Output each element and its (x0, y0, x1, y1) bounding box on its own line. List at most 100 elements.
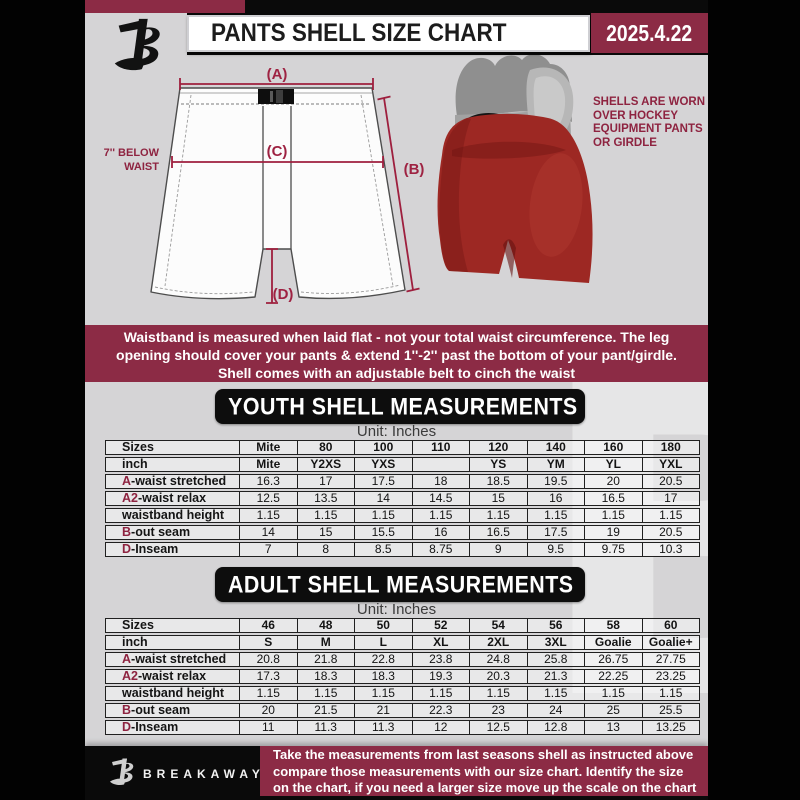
row-label-prefix: D (122, 542, 132, 556)
table-cell: 7 (240, 542, 298, 557)
table-cell: 1.15 (642, 508, 700, 523)
row-label: waistband height (105, 508, 240, 523)
info-banner: Waistband is measured when laid flat - n… (85, 325, 708, 382)
table-cell: 50 (355, 618, 413, 633)
table-cell: 19.5 (527, 474, 585, 489)
footer: BREAKAWAY Take the measurements from las… (85, 746, 708, 800)
table-cell: 19.3 (412, 669, 470, 684)
section-banner-youth-text: YOUTH SHELL MEASUREMENTS (228, 392, 578, 420)
table-cell: 21 (355, 703, 413, 718)
table-cell: 48 (297, 618, 355, 633)
row-label-prefix: D (122, 720, 132, 734)
table-cell: 1.15 (585, 686, 643, 701)
table-cell: YXS (355, 457, 413, 472)
header-accent-strip (85, 0, 245, 13)
table-cell: 10.3 (642, 542, 700, 557)
table-cell: 15 (470, 491, 528, 506)
table-cell: 140 (527, 440, 585, 455)
table-cell: YL (585, 457, 643, 472)
measure-label-b: (B) (404, 161, 425, 178)
table-row: B-out seam 14 15 15.5 16 16.5 17.5 19 20.5 (105, 525, 700, 540)
table-cell: M (297, 635, 355, 650)
table-cell: 15 (297, 525, 355, 540)
row-label-prefix: A2 (122, 491, 138, 505)
row-label: Sizes (105, 440, 240, 455)
table-cell: 25.5 (642, 703, 700, 718)
table-cell (412, 457, 470, 472)
table-row: A-waist stretched 16.3 17 17.5 18 18.5 19.5 20 2… (105, 474, 700, 489)
table-row: A2-waist relax 12.5 13.5 14 14.5 15 16 16.5 17 (105, 491, 700, 506)
info-banner-line: Shell comes with an adjustable belt to c… (217, 365, 576, 381)
table-cell: 14 (355, 491, 413, 506)
table-cell: XL (412, 635, 470, 650)
table-cell: 11.3 (297, 720, 355, 735)
table-cell: 20 (585, 474, 643, 489)
row-label-prefix: A (122, 652, 132, 666)
shorts-outline (150, 87, 406, 300)
table-cell: 60 (642, 618, 700, 633)
table-cell: YM (527, 457, 585, 472)
footer-note: Take the measurements from last seasons … (260, 746, 708, 796)
table-cell: 16 (412, 525, 470, 540)
table-cell: 23.25 (642, 669, 700, 684)
table-row: inch Mite Y2XS YXS YS YM YL YXL (105, 457, 700, 472)
row-label: B-out seam (105, 525, 240, 540)
footer-note-line: on the chart, if you need a larger size … (273, 780, 697, 795)
table-cell: 11 (240, 720, 298, 735)
table-cell: 13.5 (297, 491, 355, 506)
table-cell: 20 (240, 703, 298, 718)
row-label-prefix: A2 (122, 669, 138, 683)
table-cell: 25 (585, 703, 643, 718)
measure-label-d: (D) (273, 286, 294, 303)
table-cell: 1.15 (297, 686, 355, 701)
footer-logo: BREAKAWAY (85, 746, 260, 800)
table-cell: 1.15 (355, 686, 413, 701)
table-cell: 1.15 (412, 686, 470, 701)
row-label: A-waist stretched (105, 652, 240, 667)
pants-photo-note: SHELLS ARE WORN OVER HOCKEY EQUIPMENT PA… (593, 96, 706, 149)
table-cell: 9 (470, 542, 528, 557)
table-cell: 15.5 (355, 525, 413, 540)
brand-logo (85, 13, 187, 75)
table-cell: 22.3 (412, 703, 470, 718)
row-label: Sizes (105, 618, 240, 633)
row-label-prefix: A (122, 474, 132, 488)
row-label: waistband height (105, 686, 240, 701)
table-row: waistband height 1.15 1.15 1.15 1.15 1.15 1.15… (105, 508, 700, 523)
table-cell: 160 (585, 440, 643, 455)
table-cell: 22.8 (355, 652, 413, 667)
table-cell: 25.8 (527, 652, 585, 667)
table-cell: 1.15 (240, 508, 298, 523)
row-label-prefix: B (122, 525, 132, 539)
table-cell: 1.15 (240, 686, 298, 701)
section-banner-adult: ADULT SHELL MEASUREMENTS (215, 567, 585, 602)
measure-label-a: (A) (267, 66, 288, 83)
table-cell: 20.5 (642, 474, 700, 489)
info-banner-line: opening should cover your pants & extend… (116, 347, 677, 363)
table-cell: 46 (240, 618, 298, 633)
table-cell: 24.8 (470, 652, 528, 667)
table-cell: 110 (412, 440, 470, 455)
table-cell: 100 (355, 440, 413, 455)
table-cell: 20.5 (642, 525, 700, 540)
table-cell: 18.3 (297, 669, 355, 684)
breakaway-logo-icon (114, 18, 160, 71)
date-badge: 2025.4.22 (591, 13, 708, 53)
table-row: A-waist stretched 20.8 21.8 22.8 23.8 24.8 25.… (105, 652, 700, 667)
table-cell: 17.5 (355, 474, 413, 489)
info-banner-line: Waistband is measured when laid flat - n… (123, 329, 670, 345)
table-cell: 1.15 (527, 686, 585, 701)
row-label: D-Inseam (105, 542, 240, 557)
table-cell: 17 (297, 474, 355, 489)
table-cell: L (355, 635, 413, 650)
table-cell: 16 (527, 491, 585, 506)
table-cell: 12.5 (240, 491, 298, 506)
table-cell: 8.5 (355, 542, 413, 557)
table-cell: 120 (470, 440, 528, 455)
table-cell: 12 (412, 720, 470, 735)
table-cell: 26.75 (585, 652, 643, 667)
unit-label-adult: Unit: Inches (356, 601, 437, 618)
table-row: A2-waist relax 17.3 18.3 18.3 19.3 20.3 21.3 22… (105, 669, 700, 684)
table-cell: 1.15 (642, 686, 700, 701)
adult-measurements-table: Sizes 46 48 50 52 54 56 58 60 inch S M L XL 2XL 3XL Goal… (105, 616, 700, 737)
